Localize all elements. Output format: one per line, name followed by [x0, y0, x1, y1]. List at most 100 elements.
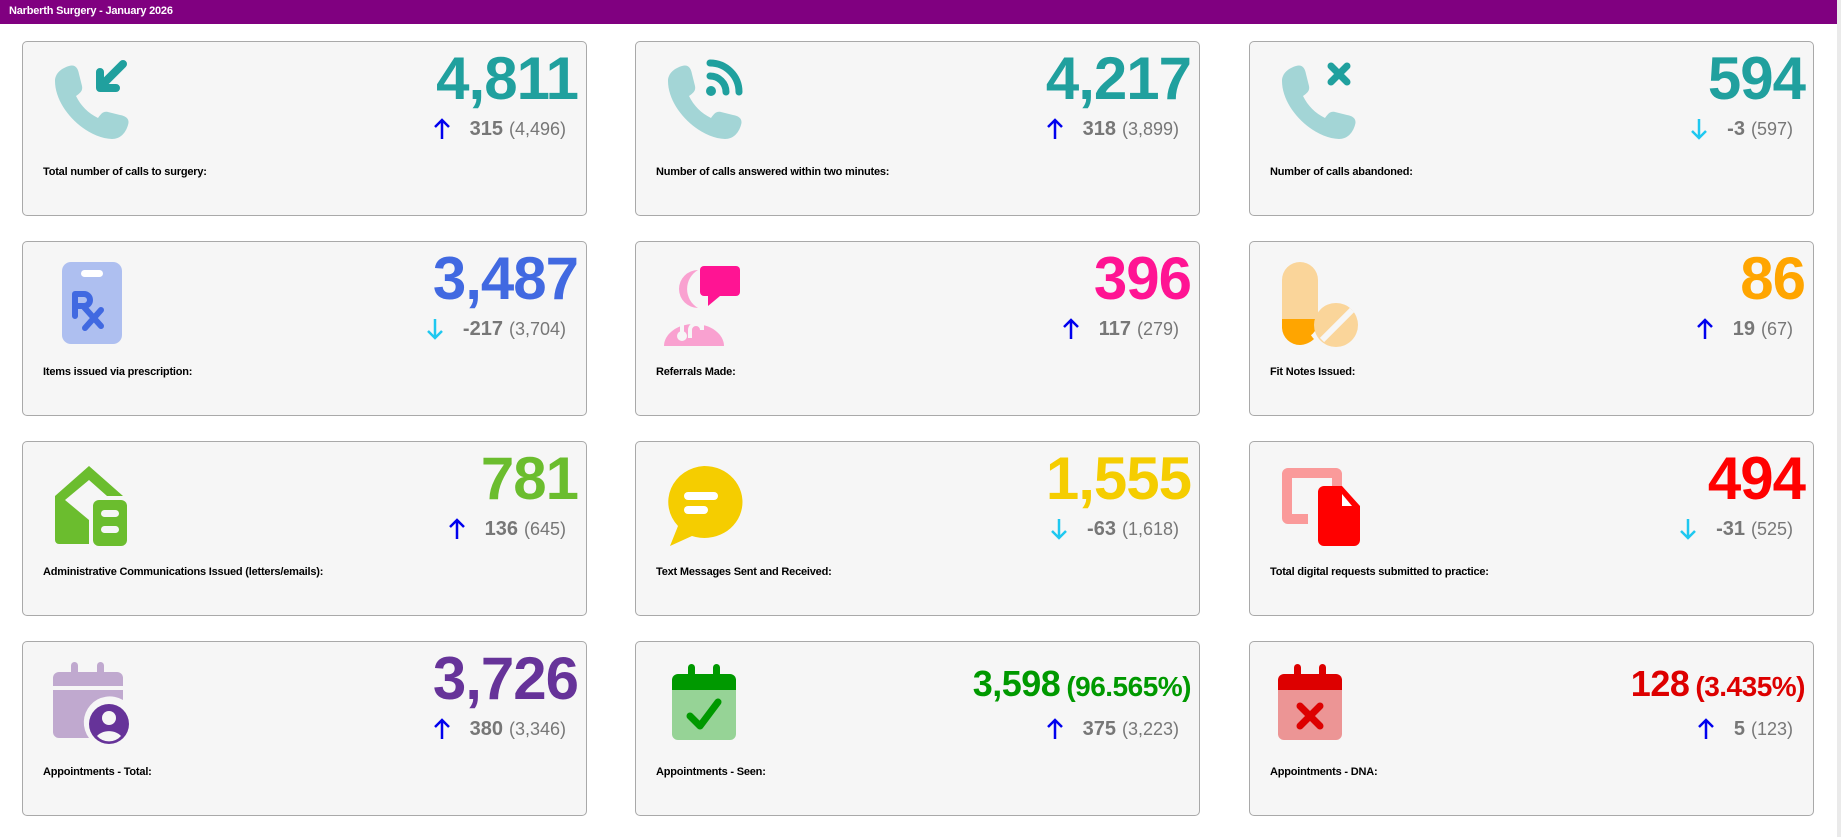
arrow-down-icon: [1691, 119, 1708, 140]
metric-label: Number of calls abandoned:: [1270, 166, 1413, 178]
pills-icon: [1272, 258, 1362, 348]
metric-card-total-calls: 4,811 315 (4,496) Total number of calls …: [22, 41, 587, 216]
change-amount: -63: [1087, 518, 1116, 540]
change-amount: 117: [1098, 318, 1131, 340]
change-amount: 315: [469, 118, 503, 140]
metric-label: Appointments - DNA:: [1270, 766, 1378, 778]
previous-value: (279): [1136, 319, 1179, 339]
vertical-scrollbar[interactable]: [1837, 0, 1841, 837]
phone-incoming-icon: [45, 58, 135, 148]
calendar-x-icon: [1272, 658, 1362, 748]
previous-value: (597): [1750, 119, 1793, 139]
chat-bubble-icon: [658, 458, 748, 548]
previous-value: (67): [1760, 319, 1793, 339]
change-amount: 380: [469, 718, 503, 740]
metric-change: 19 (67): [1695, 316, 1793, 342]
change-amount: -3: [1727, 118, 1745, 140]
previous-value: (1,618): [1121, 519, 1179, 539]
metric-card-appointments-total: 3,726 380 (3,346) Appointments - Total:: [22, 641, 587, 816]
metric-card-fit-notes: 86 19 (67) Fit Notes Issued:: [1249, 241, 1814, 416]
metric-value: 4,811: [436, 45, 579, 112]
prescription-icon: [45, 258, 135, 348]
metric-label: Number of calls answered within two minu…: [656, 166, 890, 178]
value-percent: (3.435%): [1695, 671, 1805, 702]
metric-value: 3,598 (96.565%): [972, 662, 1192, 709]
change-amount: 136: [484, 518, 518, 540]
arrow-up-icon: [448, 518, 465, 539]
change-amount: 19: [1732, 318, 1755, 340]
metric-label: Administrative Communications Issued (le…: [43, 566, 324, 578]
previous-value: (645): [523, 519, 566, 539]
page-title: Narberth Surgery - January 2026: [9, 5, 173, 17]
previous-value: (3,704): [508, 319, 566, 339]
phone-answered-icon: [658, 58, 748, 148]
metric-change: 318 (3,899): [1045, 116, 1179, 142]
metric-value: 781: [480, 445, 579, 512]
previous-value: (3,223): [1121, 719, 1179, 739]
previous-value: (123): [1750, 719, 1793, 739]
arrow-down-icon: [1680, 519, 1696, 540]
metric-label: Referrals Made:: [656, 366, 736, 378]
metric-label: Appointments - Total:: [43, 766, 152, 778]
metric-card-calls-answered: 4,217 318 (3,899) Number of calls answer…: [635, 41, 1200, 216]
calendar-user-icon: [45, 658, 135, 748]
change-amount: 375: [1082, 718, 1116, 740]
metric-change: -63 (1,618): [1049, 516, 1179, 542]
arrow-up-icon: [1697, 718, 1714, 739]
metric-label: Items issued via prescription:: [43, 366, 193, 378]
previous-value: (3,346): [508, 719, 566, 739]
metric-change: 136 (645): [447, 516, 566, 542]
metric-card-appointments-seen: 3,598 (96.565%) 375 (3,223) Appointments …: [635, 641, 1200, 816]
metric-card-text-messages: 1,555 -63 (1,618) Text Messages Sent and…: [635, 441, 1200, 616]
arrow-up-icon: [433, 718, 450, 739]
previous-value: (525): [1750, 519, 1793, 539]
metric-change: 5 (123): [1696, 716, 1793, 742]
metric-label: Total digital requests submitted to prac…: [1270, 566, 1489, 578]
metric-value: 4,217: [1045, 45, 1192, 112]
value-number: 128: [1630, 663, 1690, 704]
metric-label: Total number of calls to surgery:: [43, 166, 207, 178]
calendar-check-icon: [658, 658, 748, 748]
metric-value: 86: [1740, 245, 1806, 312]
metric-card-digital-requests: 494 -31 (525) Total digital requests sub…: [1249, 441, 1814, 616]
metric-change: 375 (3,223): [1045, 716, 1179, 742]
metric-change: -31 (525): [1678, 516, 1793, 542]
metric-card-admin-comms: 781 136 (645) Administrative Communicati…: [22, 441, 587, 616]
change-amount: 5: [1733, 718, 1745, 740]
change-amount: 318: [1082, 118, 1116, 140]
arrow-up-icon: [1046, 718, 1063, 739]
previous-value: (4,496): [508, 119, 566, 139]
metric-value: 3,487: [432, 245, 579, 312]
value-number: 3,598: [972, 663, 1061, 704]
metric-value: 1,555: [1045, 445, 1192, 512]
value-percent: (96.565%): [1066, 671, 1191, 702]
metric-change: -217 (3,704): [425, 316, 566, 342]
metric-card-referrals: 396 117 (279) Referrals Made:: [635, 241, 1200, 416]
metric-value: 494: [1707, 445, 1806, 512]
metric-card-prescriptions: 3,487 -217 (3,704) Items issued via pres…: [22, 241, 587, 416]
arrow-up-icon: [1046, 118, 1063, 139]
metric-label: Text Messages Sent and Received:: [656, 566, 832, 578]
metric-value: 594: [1707, 45, 1806, 112]
doctor-chat-icon: [658, 258, 748, 348]
metric-change: 315 (4,496): [432, 116, 566, 142]
change-amount: -217: [462, 318, 503, 340]
metric-card-appointments-dna: 128 (3.435%) 5 (123) Appointments - DNA:: [1249, 641, 1814, 816]
previous-value: (3,899): [1121, 119, 1179, 139]
metric-label: Appointments - Seen:: [656, 766, 766, 778]
change-amount: -31: [1716, 518, 1745, 540]
digital-request-icon: [1272, 458, 1362, 548]
arrow-up-icon: [1696, 318, 1713, 339]
page-header: Narberth Surgery - January 2026: [0, 0, 1837, 24]
metric-change: 117 (279): [1061, 316, 1179, 342]
metric-change: -3 (597): [1689, 116, 1793, 142]
mailbox-icon: [45, 458, 135, 548]
arrow-up-icon: [1062, 318, 1079, 339]
arrow-down-icon: [1051, 519, 1067, 540]
metric-value: 396: [1093, 245, 1192, 312]
metric-change: 380 (3,346): [432, 716, 566, 742]
metric-value: 3,726: [432, 645, 579, 712]
arrow-up-icon: [433, 118, 450, 139]
arrow-down-icon: [427, 319, 443, 340]
phone-missed-icon: [1272, 58, 1362, 148]
